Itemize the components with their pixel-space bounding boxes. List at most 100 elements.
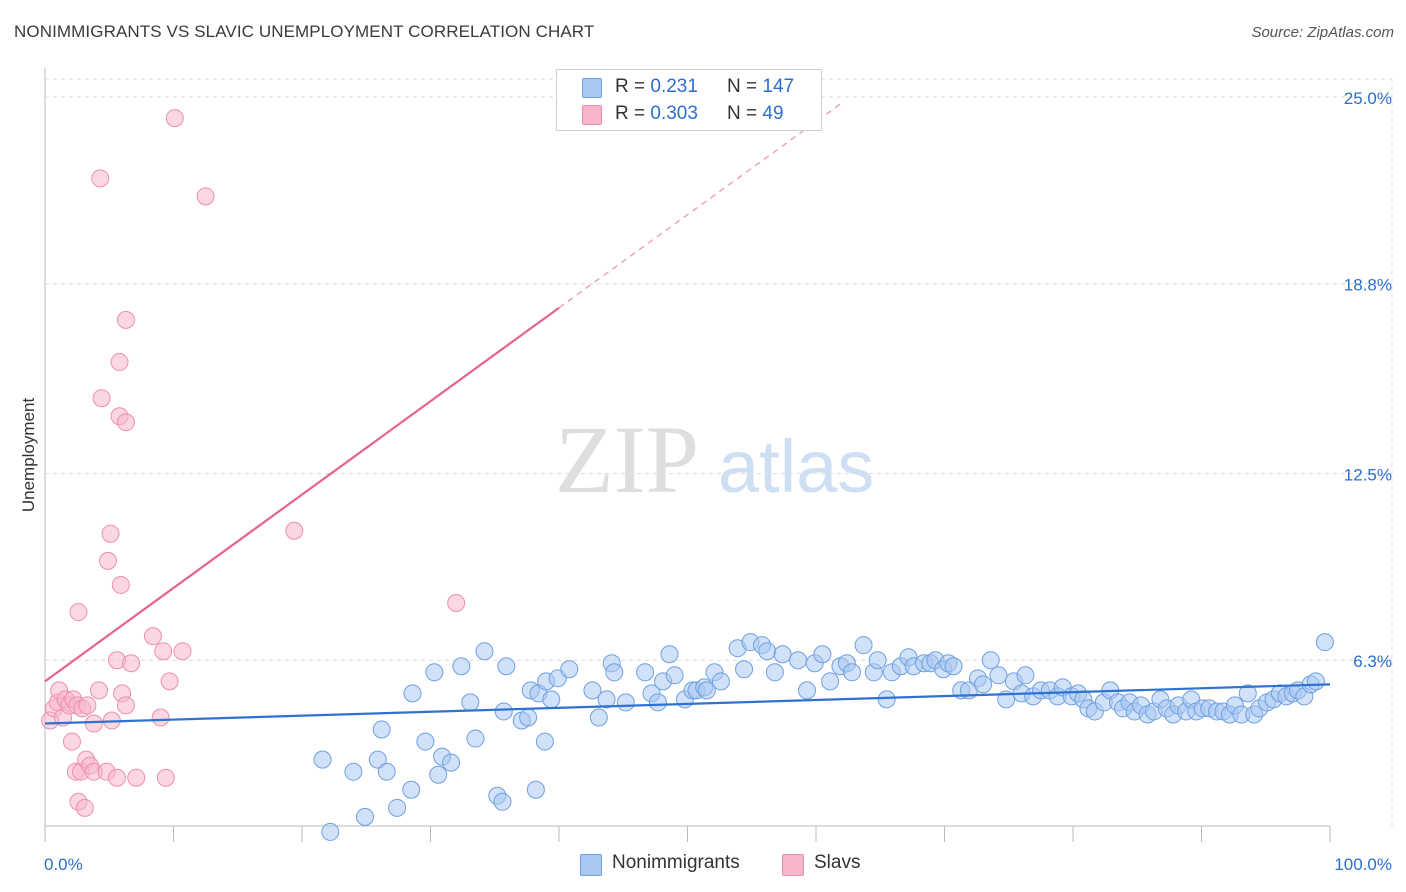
nonimmigrants-point (497, 657, 516, 676)
nonimmigrants-point (442, 753, 461, 772)
slavs-legend-label: Slavs (814, 852, 861, 873)
slavs-point (196, 187, 215, 206)
slavs-swatch (582, 105, 602, 125)
slavs-point (110, 353, 129, 372)
y-tick-label: 18.8% (1344, 276, 1392, 295)
slavs-point (107, 768, 126, 787)
nonimmigrants-point (798, 681, 817, 700)
nonimmigrants-point (402, 780, 421, 799)
slavs-point (173, 642, 192, 661)
nonimmigrants-point (1315, 633, 1334, 652)
x-tick-label: 100.0% (1334, 855, 1392, 874)
nonimmigrants-point (355, 807, 374, 826)
nonimmigrants-legend-label: Nonimmigrants (612, 852, 740, 873)
y-tick-label: 12.5% (1344, 466, 1392, 485)
slavs-point (127, 768, 146, 787)
nonimmigrants-point (429, 765, 448, 784)
nonimmigrants-point (560, 660, 579, 679)
nonimmigrants-points (313, 633, 1334, 841)
nonimmigrants-point (583, 681, 602, 700)
nonimmigrants-point (616, 693, 635, 712)
slavs-point (98, 551, 117, 570)
slavs-point (151, 708, 170, 727)
r-label: R = (615, 76, 651, 97)
nonimmigrants-point (981, 651, 1000, 670)
slavs-points (41, 109, 466, 817)
nonimmigrants-point (416, 732, 435, 751)
nonimmigrants-point (372, 720, 391, 739)
axis-layer: 6.3% 12.5% 18.8% 25.0% 0.0% 100.0% (44, 68, 1392, 874)
nonimmigrants-trend-line (44, 683, 1331, 725)
y-axis-label: Unemployment (19, 398, 38, 513)
slavs-point (285, 521, 304, 540)
nonimmigrants-point (842, 663, 861, 682)
n-value: 49 (762, 103, 784, 124)
nonimmigrants-point (660, 645, 679, 664)
nonimmigrants-point (403, 684, 422, 703)
slavs-point (78, 696, 97, 715)
trend-layer (44, 102, 1331, 725)
watermark-zip: ZIP (555, 406, 699, 513)
nonimmigrants-point (461, 693, 480, 712)
n-label: N = (727, 76, 763, 97)
nonimmigrants-point (597, 690, 616, 709)
slavs-point (101, 524, 120, 543)
nonimmigrants-point (425, 663, 444, 682)
nonimmigrants-point (1016, 666, 1035, 685)
nonimmigrants-point (711, 672, 730, 691)
nonimmigrants-point (452, 657, 471, 676)
stats-legend: R = 0.231 N = 147 R = 0.303 N = 49 (556, 69, 822, 131)
legend-r: R = 0.231 (615, 76, 698, 98)
nonimmigrants-point (344, 762, 363, 781)
nonimmigrants-point (377, 762, 396, 781)
nonimmigrants-point (466, 729, 485, 748)
slavs-point (116, 696, 135, 715)
nonimmigrants-point (789, 651, 808, 670)
nonimmigrants-point (589, 708, 608, 727)
legend-n: N = 147 (727, 76, 794, 98)
nonimmigrants-point (944, 657, 963, 676)
nonimmigrants-point (605, 663, 624, 682)
nonimmigrants-point (697, 681, 716, 700)
slavs-point (154, 642, 173, 661)
slavs-legend-swatch (782, 854, 804, 876)
nonimmigrants-point (313, 750, 332, 769)
slavs-point (122, 654, 141, 673)
slavs-point (160, 672, 179, 691)
nonimmigrants-point (321, 822, 340, 841)
nonimmigrants-point (821, 672, 840, 691)
slavs-point (92, 389, 111, 408)
slavs-point (447, 594, 466, 613)
slavs-point (156, 768, 175, 787)
nonimmigrants-point (368, 750, 387, 769)
x-tick-label: 0.0% (44, 855, 83, 874)
nonimmigrants-point (735, 660, 754, 679)
nonimmigrants-point (1306, 672, 1325, 691)
nonimmigrants-point (813, 645, 832, 664)
nonimmigrants-point (519, 708, 538, 727)
nonimmigrants-point (493, 792, 512, 811)
nonimmigrants-point (877, 690, 896, 709)
nonimmigrants-point (765, 663, 784, 682)
r-value: 0.231 (650, 76, 698, 97)
nonimmigrants-point (868, 651, 887, 670)
slavs-point (143, 627, 162, 646)
nonimmigrants-point (665, 666, 684, 685)
nonimmigrants-point (854, 636, 873, 655)
nonimmigrants-point (989, 666, 1008, 685)
slavs-trend-extension (558, 102, 843, 309)
nonimmigrants-point (542, 690, 561, 709)
r-value: 0.303 (650, 103, 698, 124)
slavs-trend-line (44, 306, 560, 683)
chart-title: NONIMMIGRANTS VS SLAVIC UNEMPLOYMENT COR… (14, 22, 595, 41)
nonimmigrants-point (475, 642, 494, 661)
slavs-point (69, 603, 88, 622)
series-legend: Nonimmigrants Slavs (0, 852, 1406, 878)
slavs-point (116, 413, 135, 432)
nonimmigrants-legend-swatch (580, 854, 602, 876)
nonimmigrants-point (388, 798, 407, 817)
nonimmigrants-point (494, 702, 513, 721)
nonimmigrants-point (648, 693, 667, 712)
nonimmigrants-point (773, 645, 792, 664)
